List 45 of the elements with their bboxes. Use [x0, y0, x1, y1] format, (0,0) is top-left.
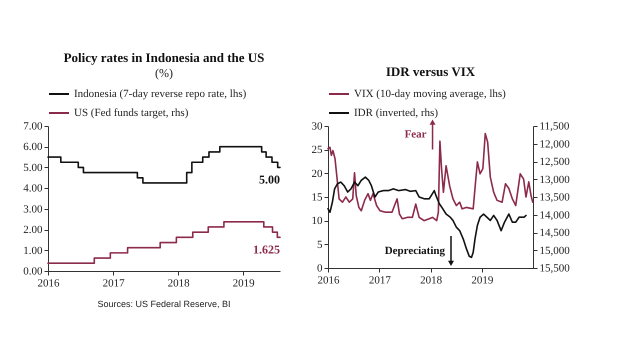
y-tick-label: 25 — [312, 144, 323, 156]
y-tick-label: 10 — [312, 215, 323, 228]
y-tick-label: 5 — [317, 238, 323, 251]
y2-tick-label: 11,500 — [540, 120, 570, 132]
legend-label: US (Fed funds target, rhs) — [74, 107, 189, 119]
line-series — [327, 176, 527, 258]
y2-tick-label: 12,500 — [540, 156, 570, 168]
y-tick-label: 0.00 — [23, 266, 43, 278]
chart-subtitle: (%) — [155, 66, 173, 80]
y-tick-label: 0 — [317, 262, 323, 274]
x-tick-label: 2016 — [38, 278, 60, 290]
y-tick-label: 2.00 — [23, 224, 43, 236]
legend-label: IDR (inverted, rhs) — [354, 107, 438, 119]
y-tick-label: 30 — [312, 120, 323, 132]
chart-title: Policy rates in Indonesia and the US — [64, 50, 264, 65]
y-tick-label: 6.00 — [23, 141, 43, 154]
y-tick-label: 1.00 — [23, 244, 43, 257]
y2-tick-label: 12,000 — [540, 138, 570, 150]
y-tick-label: 15 — [312, 192, 323, 204]
y-tick-label: 5.00 — [23, 162, 43, 174]
y2-tick-label: 14,500 — [540, 227, 570, 239]
y2-tick-label: 14,000 — [540, 209, 570, 222]
y-tick-label: 20 — [312, 168, 323, 180]
y-tick-label: 7.00 — [23, 120, 43, 132]
y2-tick-label: 13,500 — [540, 192, 570, 204]
x-tick-label: 2018 — [420, 274, 443, 286]
chart-title: IDR versus VIX — [386, 64, 476, 79]
source-note: Sources: US Federal Reserve, BI — [97, 299, 231, 309]
annotation: Fear — [404, 128, 427, 141]
legend-label: Indonesia (7-day reverse repo rate, lhs) — [74, 88, 247, 100]
legend-label: VIX (10-day moving average, lhs) — [354, 88, 506, 100]
annotation: Depreciating — [384, 244, 446, 257]
y-tick-label: 3.00 — [23, 203, 43, 216]
y-tick-label: 4.00 — [23, 182, 43, 195]
x-tick-label: 2016 — [318, 274, 340, 286]
x-tick-label: 2018 — [168, 278, 190, 290]
y2-tick-label: 15,500 — [540, 262, 570, 274]
y2-tick-label: 13,000 — [540, 174, 570, 186]
x-tick-label: 2019 — [232, 278, 256, 290]
x-tick-label: 2017 — [102, 278, 126, 290]
annotation: 1.625 — [253, 242, 280, 256]
annotation: 5.00 — [259, 172, 280, 186]
x-tick-label: 2017 — [368, 274, 392, 286]
x-tick-label: 2019 — [471, 274, 494, 286]
y2-tick-label: 15,000 — [540, 244, 570, 257]
